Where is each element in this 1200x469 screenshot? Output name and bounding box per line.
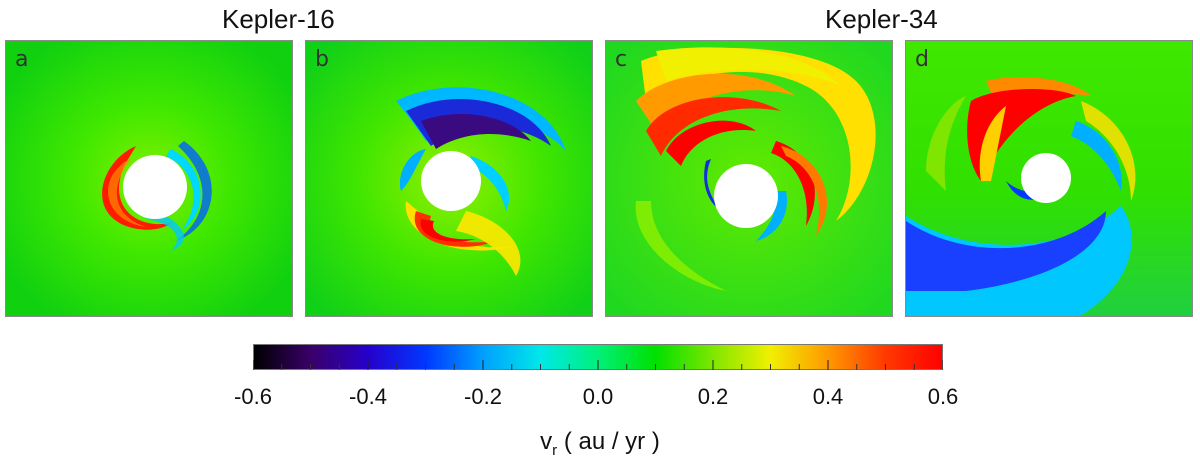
panel-a-map xyxy=(6,41,292,316)
colorbar-axis-title: vr ( au / yr ) xyxy=(0,428,1200,459)
colorbar xyxy=(253,344,943,372)
axis-units: ( au / yr ) xyxy=(557,428,660,455)
colorbar-tick-label: 0.2 xyxy=(697,384,729,409)
panel-c: c xyxy=(605,40,893,317)
colorbar-tick-label: -0.2 xyxy=(464,384,502,409)
colorbar-tick-label: 0.4 xyxy=(812,384,844,409)
panel-label-c: c xyxy=(615,47,628,72)
colorbar-tick-label: -0.4 xyxy=(349,384,387,409)
panel-a: a xyxy=(5,40,293,317)
colorbar-tick-label: -0.6 xyxy=(234,384,272,409)
colorbar-tick-label: 0.0 xyxy=(582,384,614,409)
colorbar-ticks xyxy=(253,360,943,370)
panel-label-d: d xyxy=(915,47,929,72)
colorbar-tick-label: 0.6 xyxy=(927,384,959,409)
panel-b-map xyxy=(306,41,592,316)
panel-d-map xyxy=(906,41,1192,316)
axis-symbol: v xyxy=(540,428,553,455)
panel-c-map xyxy=(606,41,892,316)
panel-label-a: a xyxy=(15,47,29,72)
panel-d: d xyxy=(905,40,1193,317)
panel-label-b: b xyxy=(315,47,329,72)
group-title-kepler-34: Kepler-34 xyxy=(825,4,938,34)
group-title-kepler-16: Kepler-16 xyxy=(222,4,335,34)
panel-b: b xyxy=(305,40,593,317)
axis-subscript: r xyxy=(552,441,558,459)
